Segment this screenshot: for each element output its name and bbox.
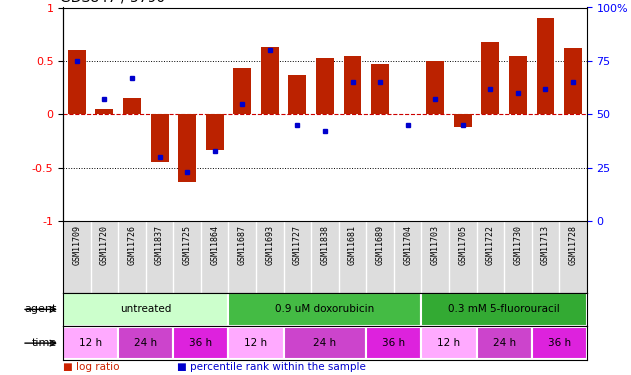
Text: untreated: untreated: [120, 304, 172, 314]
Bar: [95, 109, 114, 114]
Text: GSM11864: GSM11864: [210, 225, 219, 265]
Text: GSM11681: GSM11681: [348, 225, 357, 265]
Bar: [427, 61, 444, 114]
Text: GSM11687: GSM11687: [238, 225, 247, 265]
Text: agent: agent: [25, 304, 57, 314]
Text: 24 h: 24 h: [314, 338, 336, 348]
Text: ■ percentile rank within the sample: ■ percentile rank within the sample: [177, 362, 365, 372]
Bar: [476, 327, 532, 359]
Bar: [454, 114, 472, 127]
Bar: [532, 327, 587, 359]
Bar: [178, 114, 196, 182]
Bar: [206, 114, 223, 150]
Text: GSM11720: GSM11720: [100, 225, 109, 265]
Text: time: time: [32, 338, 57, 348]
Text: ■ log ratio: ■ log ratio: [63, 362, 120, 372]
Text: GSM11722: GSM11722: [486, 225, 495, 265]
Text: 36 h: 36 h: [189, 338, 213, 348]
Bar: [481, 42, 499, 114]
Text: GSM11704: GSM11704: [403, 225, 412, 265]
Text: GSM11727: GSM11727: [293, 225, 302, 265]
Text: GSM11709: GSM11709: [73, 225, 81, 265]
Text: GSM11703: GSM11703: [431, 225, 440, 265]
Bar: [536, 18, 555, 114]
Text: 36 h: 36 h: [382, 338, 406, 348]
Text: GSM11838: GSM11838: [321, 225, 329, 265]
Bar: [151, 114, 168, 162]
Bar: [174, 327, 228, 359]
Text: GSM11689: GSM11689: [375, 225, 384, 265]
Bar: [118, 327, 174, 359]
Text: GSM11725: GSM11725: [182, 225, 192, 265]
Bar: [509, 56, 527, 114]
Text: GSM11730: GSM11730: [514, 225, 522, 265]
Bar: [228, 293, 422, 326]
Text: 24 h: 24 h: [134, 338, 157, 348]
Bar: [63, 327, 118, 359]
Text: GSM11837: GSM11837: [155, 225, 164, 265]
Bar: [63, 293, 228, 326]
Text: 0.9 uM doxorubicin: 0.9 uM doxorubicin: [275, 304, 375, 314]
Text: 36 h: 36 h: [548, 338, 571, 348]
Bar: [261, 47, 279, 114]
Bar: [422, 293, 587, 326]
Bar: [422, 327, 476, 359]
Bar: [367, 327, 422, 359]
Bar: [228, 327, 283, 359]
Bar: [343, 56, 362, 114]
Bar: [288, 75, 307, 114]
Bar: [564, 48, 582, 114]
Text: GSM11728: GSM11728: [569, 225, 577, 265]
Bar: [316, 58, 334, 114]
Bar: [123, 98, 141, 114]
Text: 0.3 mM 5-fluorouracil: 0.3 mM 5-fluorouracil: [448, 304, 560, 314]
Bar: [68, 50, 86, 114]
Text: 24 h: 24 h: [493, 338, 516, 348]
Text: 12 h: 12 h: [79, 338, 102, 348]
Text: GSM11713: GSM11713: [541, 225, 550, 265]
Text: GSM11705: GSM11705: [458, 225, 468, 265]
Text: GSM11726: GSM11726: [127, 225, 136, 265]
Text: GSM11693: GSM11693: [266, 225, 274, 265]
Bar: [371, 64, 389, 114]
Text: 12 h: 12 h: [437, 338, 461, 348]
Text: 12 h: 12 h: [244, 338, 268, 348]
Text: GDS847 / 5790: GDS847 / 5790: [61, 0, 165, 5]
Bar: [283, 327, 367, 359]
Bar: [233, 68, 251, 114]
